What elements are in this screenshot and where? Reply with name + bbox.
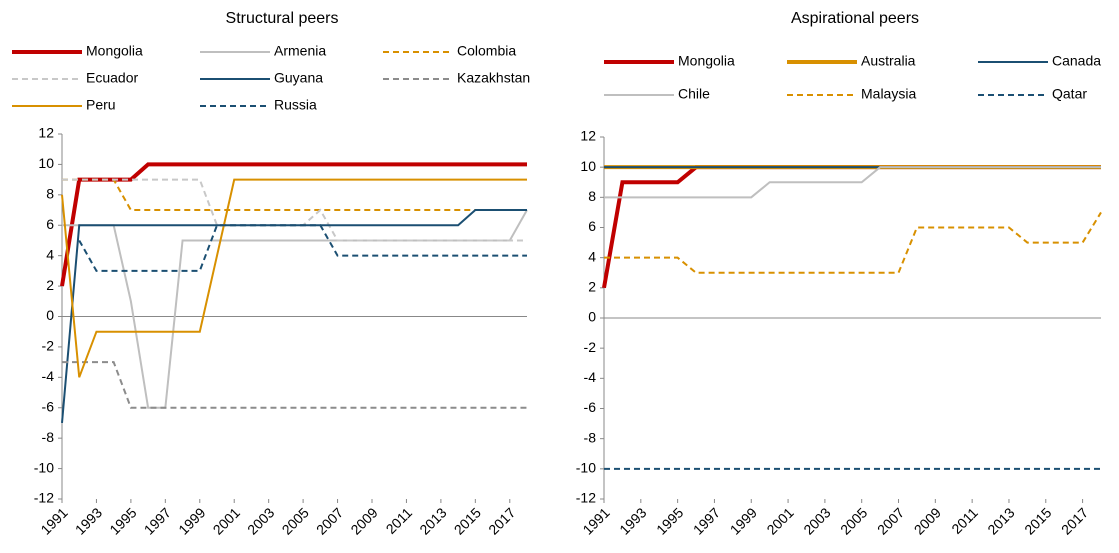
y-tick-label: 4 [588, 248, 596, 264]
legend-label: Russia [274, 97, 317, 113]
x-tick-label: 2011 [383, 504, 416, 537]
x-tick-label: 1995 [106, 504, 139, 537]
legend-label: Mongolia [86, 43, 143, 59]
legend-label: Peru [86, 97, 116, 113]
y-tick-label: 8 [588, 188, 596, 204]
series-line [62, 361, 527, 409]
x-tick-label: 1991 [579, 504, 612, 537]
y-tick-label: -2 [584, 339, 597, 355]
y-tick-label: 8 [46, 186, 54, 202]
x-tick-label: 2009 [911, 504, 944, 537]
x-tick-label: 2007 [313, 504, 346, 537]
y-tick-label: -8 [42, 429, 55, 445]
y-tick-label: -2 [42, 338, 55, 354]
y-tick-label: -4 [42, 368, 55, 384]
y-tick-label: -8 [584, 429, 597, 445]
x-tick-label: 1993 [616, 504, 649, 537]
legend-label: Mongolia [678, 53, 735, 69]
y-tick-label: 2 [46, 277, 54, 293]
series-line [78, 224, 527, 272]
x-tick-label: 2017 [485, 504, 518, 537]
legend-label: Ecuador [86, 70, 138, 86]
x-tick-label: 2015 [451, 504, 484, 537]
y-tick-label: 6 [588, 218, 596, 234]
x-tick-label: 1999 [175, 504, 208, 537]
y-tick-label: -6 [584, 399, 597, 415]
y-tick-label: 0 [46, 307, 54, 323]
series-line [62, 178, 527, 212]
legend-label: Armenia [274, 43, 326, 59]
x-tick-label: 2015 [1021, 504, 1054, 537]
x-tick-label: 1999 [727, 504, 760, 537]
legend-label: Guyana [274, 70, 323, 86]
y-tick-label: 4 [46, 246, 54, 262]
y-tick-label: 10 [580, 158, 596, 174]
y-tick-label: -10 [576, 460, 596, 476]
y-tick-label: 12 [580, 128, 596, 144]
y-tick-label: 10 [38, 155, 54, 171]
x-tick-label: 2007 [874, 504, 907, 537]
x-tick-label: 2011 [948, 504, 981, 537]
x-tick-label: 2003 [244, 504, 277, 537]
legend-label: Canada [1052, 53, 1101, 69]
series-line [604, 166, 1101, 199]
legend-label: Chile [678, 86, 710, 102]
y-tick-label: -12 [576, 490, 596, 506]
x-tick-label: 2017 [1058, 504, 1091, 537]
x-tick-label: 2001 [763, 504, 796, 537]
y-tick-label: 12 [38, 125, 54, 141]
legend-label: Malaysia [861, 86, 916, 102]
x-tick-label: 2013 [984, 504, 1017, 537]
x-tick-label: 2001 [210, 504, 243, 537]
legend-label: Kazakhstan [457, 70, 530, 86]
y-tick-label: -10 [34, 459, 54, 475]
legend-label: Colombia [457, 43, 516, 59]
chart-title: Structural peers [226, 10, 339, 27]
y-tick-label: 6 [46, 216, 54, 232]
series-line [602, 165, 1101, 289]
x-tick-label: 2005 [837, 504, 870, 537]
x-tick-label: 2009 [347, 504, 380, 537]
chart-title: Aspirational peers [791, 10, 919, 27]
series-line [60, 162, 527, 287]
x-tick-label: 1997 [141, 504, 174, 537]
x-tick-label: 1991 [37, 504, 70, 537]
series-line [604, 211, 1102, 274]
legend-label: Australia [861, 53, 916, 69]
y-tick-label: -6 [42, 398, 55, 414]
x-tick-label: 1995 [653, 504, 686, 537]
y-tick-label: -4 [584, 369, 597, 385]
x-tick-label: 1993 [72, 504, 105, 537]
x-tick-label: 2003 [800, 504, 833, 537]
series-line [61, 178, 527, 378]
y-tick-label: 2 [588, 279, 596, 295]
x-tick-label: 2005 [279, 504, 312, 537]
y-tick-label: -12 [34, 490, 54, 506]
x-tick-label: 2013 [416, 504, 449, 537]
x-tick-label: 1997 [690, 504, 723, 537]
legend-label: Qatar [1052, 86, 1087, 102]
y-tick-label: 0 [588, 309, 596, 325]
